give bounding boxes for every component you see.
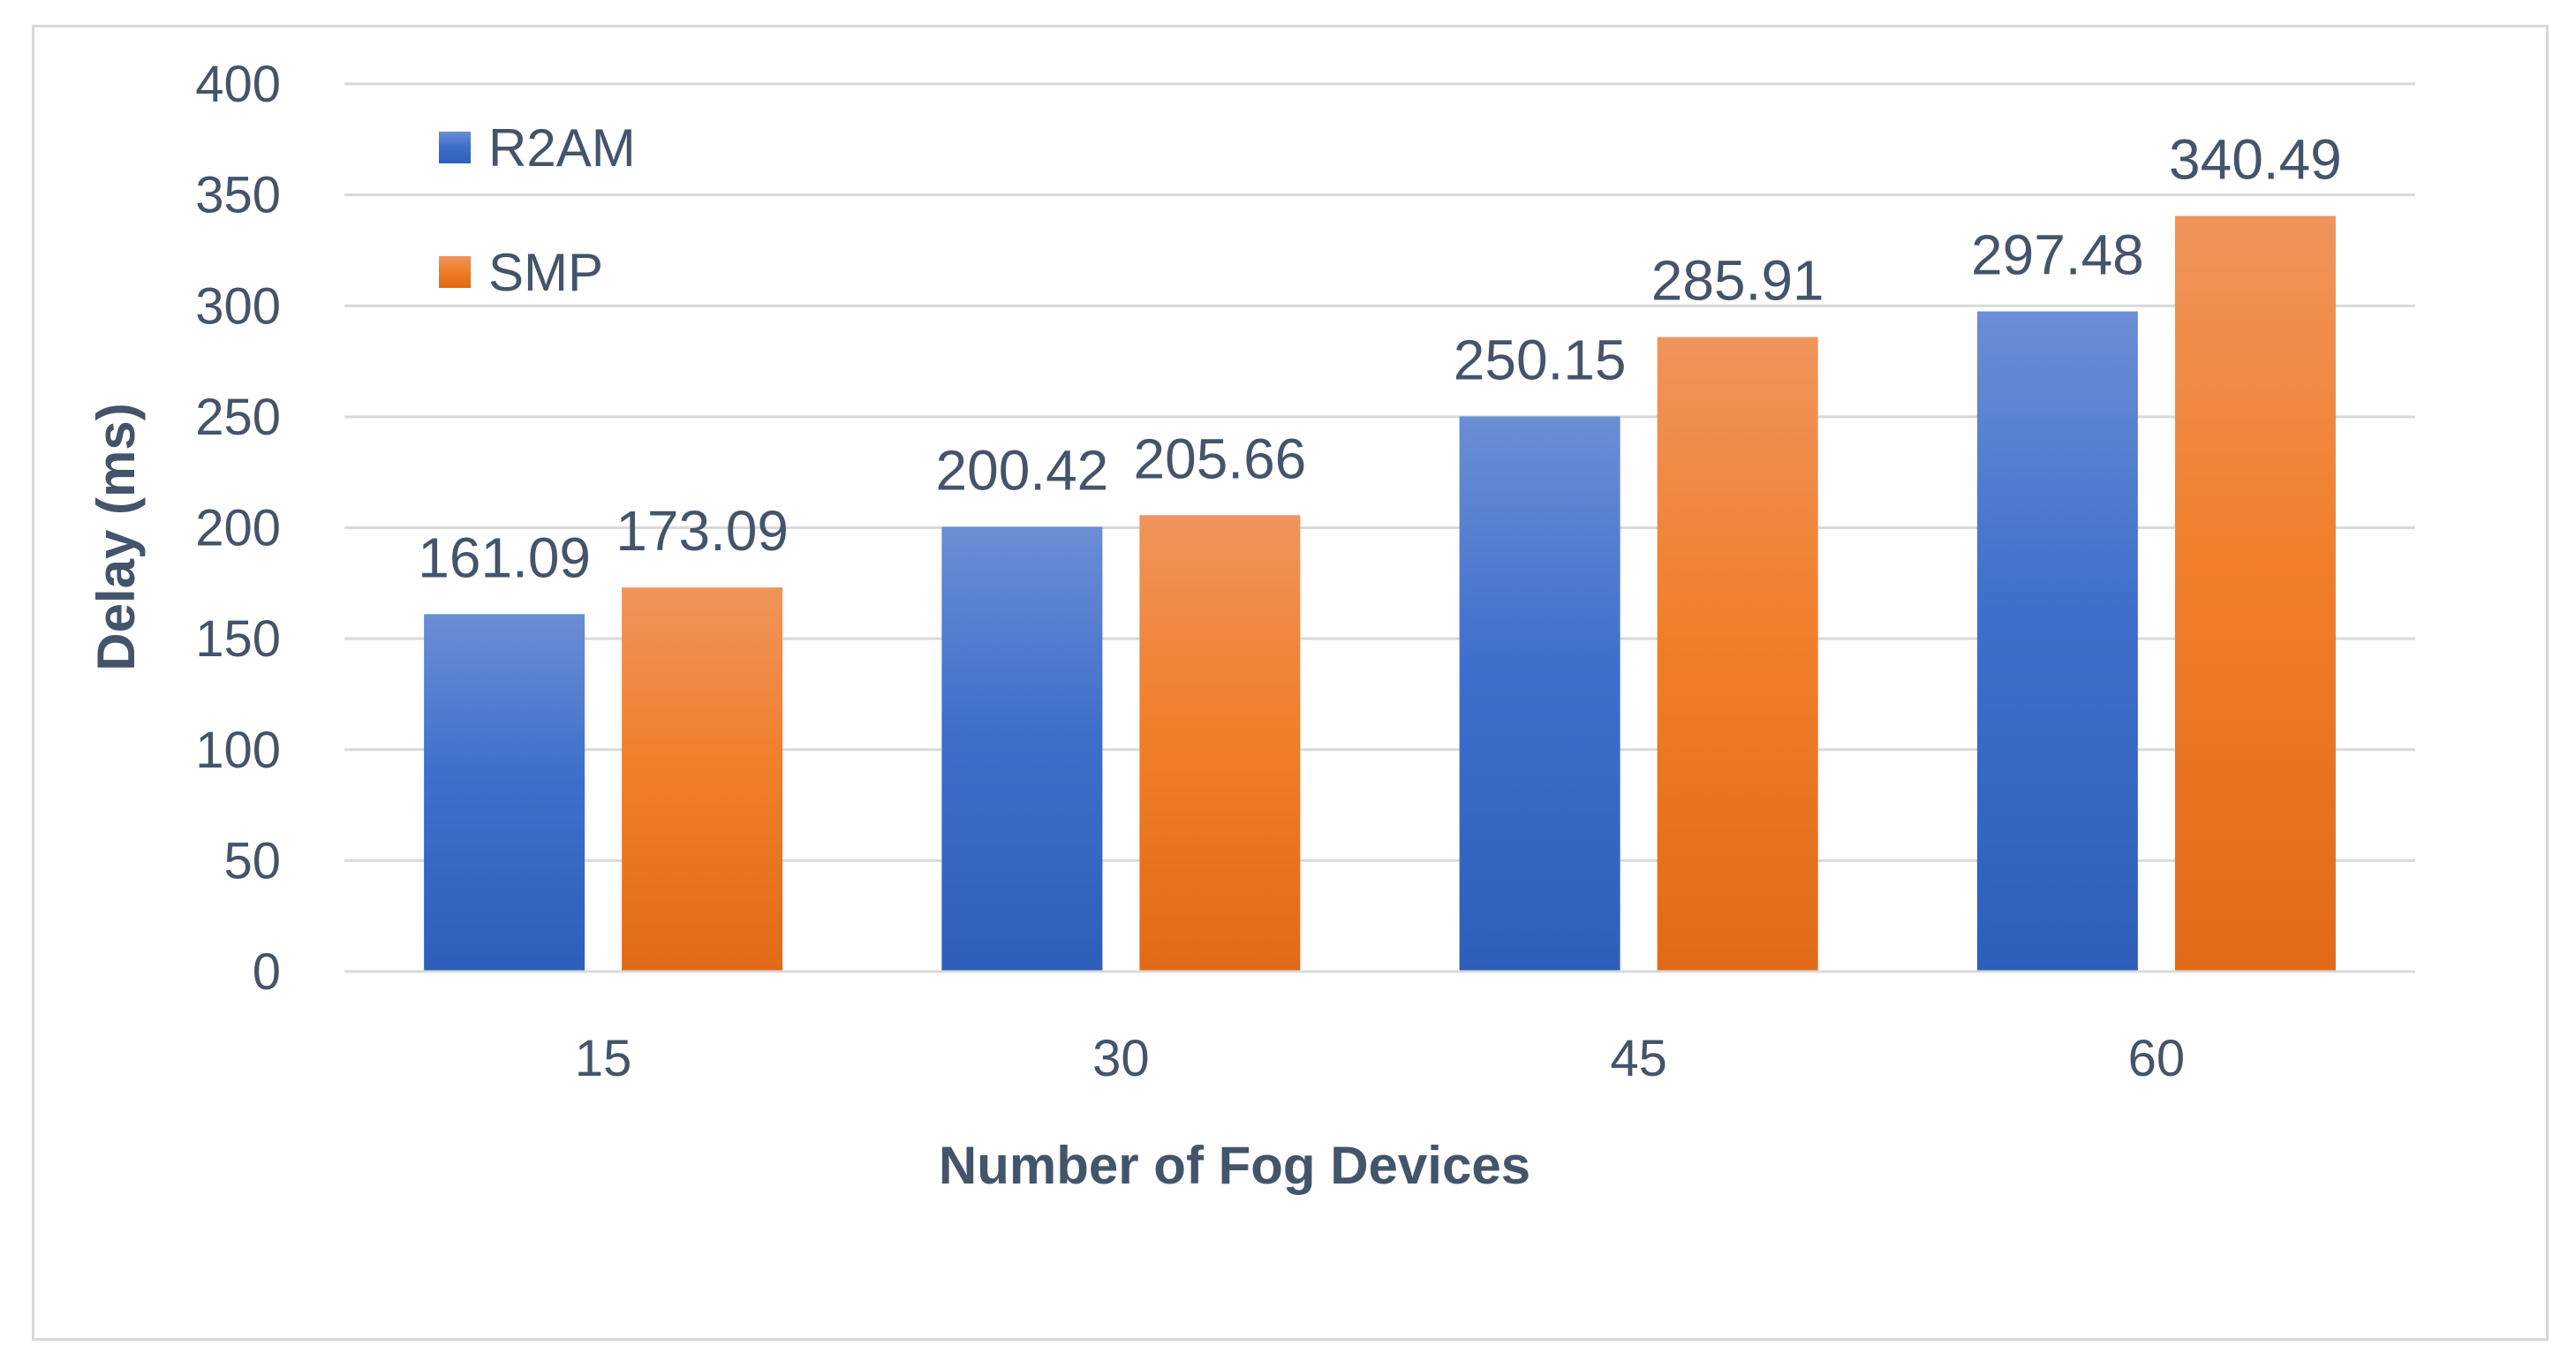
legend: R2AM SMP — [439, 118, 636, 302]
bars — [424, 216, 2336, 972]
bar-smp-15 — [622, 587, 783, 972]
legend-swatch-r2am — [439, 132, 471, 163]
bar-smp-45 — [1657, 337, 1818, 972]
bar-smp-60 — [2174, 216, 2336, 972]
y-tick-label: 50 — [223, 832, 281, 889]
y-tick-label: 400 — [195, 56, 281, 113]
y-tick-label: 0 — [253, 943, 281, 1001]
data-label-r2am-60: 297.48 — [1971, 223, 2144, 287]
y-tick-label: 150 — [195, 610, 281, 668]
bar-r2am-30 — [941, 526, 1103, 972]
x-tick-label: 30 — [1092, 1030, 1150, 1087]
x-tick-label: 60 — [2128, 1030, 2186, 1087]
y-tick-label: 100 — [195, 722, 281, 779]
legend-label-r2am: R2AM — [488, 118, 636, 178]
x-tick-label: 15 — [575, 1030, 632, 1087]
bar-r2am-60 — [1976, 311, 2138, 972]
bar-r2am-45 — [1459, 416, 1620, 972]
data-label-smp-15: 173.09 — [616, 499, 789, 563]
axes: Delay (ms) Number of Fog Devices 0 50 100 1… — [87, 56, 2415, 1195]
data-label-smp-60: 340.49 — [2169, 128, 2342, 192]
legend-label-smp: SMP — [488, 243, 603, 302]
y-tick-label: 300 — [195, 277, 281, 335]
x-tick-label: 45 — [1610, 1030, 1667, 1087]
data-labels: 161.09 173.09 200.42 205.66 250.15 285.91 297.… — [418, 128, 2342, 590]
data-label-r2am-30: 200.42 — [936, 438, 1109, 502]
data-label-r2am-45: 250.15 — [1454, 328, 1627, 391]
y-tick-label: 250 — [195, 389, 281, 446]
y-tick-label: 200 — [195, 500, 281, 557]
y-tick-label: 350 — [195, 167, 281, 224]
data-label-smp-30: 205.66 — [1134, 427, 1307, 490]
bar-smp-30 — [1139, 515, 1301, 972]
data-label-r2am-15: 161.09 — [418, 526, 591, 589]
bar-r2am-15 — [424, 614, 585, 972]
data-label-smp-45: 285.91 — [1651, 249, 1824, 313]
x-axis-title: Number of Fog Devices — [939, 1136, 1530, 1195]
y-axis-title: Delay (ms) — [87, 403, 146, 670]
legend-swatch-smp — [439, 256, 471, 288]
